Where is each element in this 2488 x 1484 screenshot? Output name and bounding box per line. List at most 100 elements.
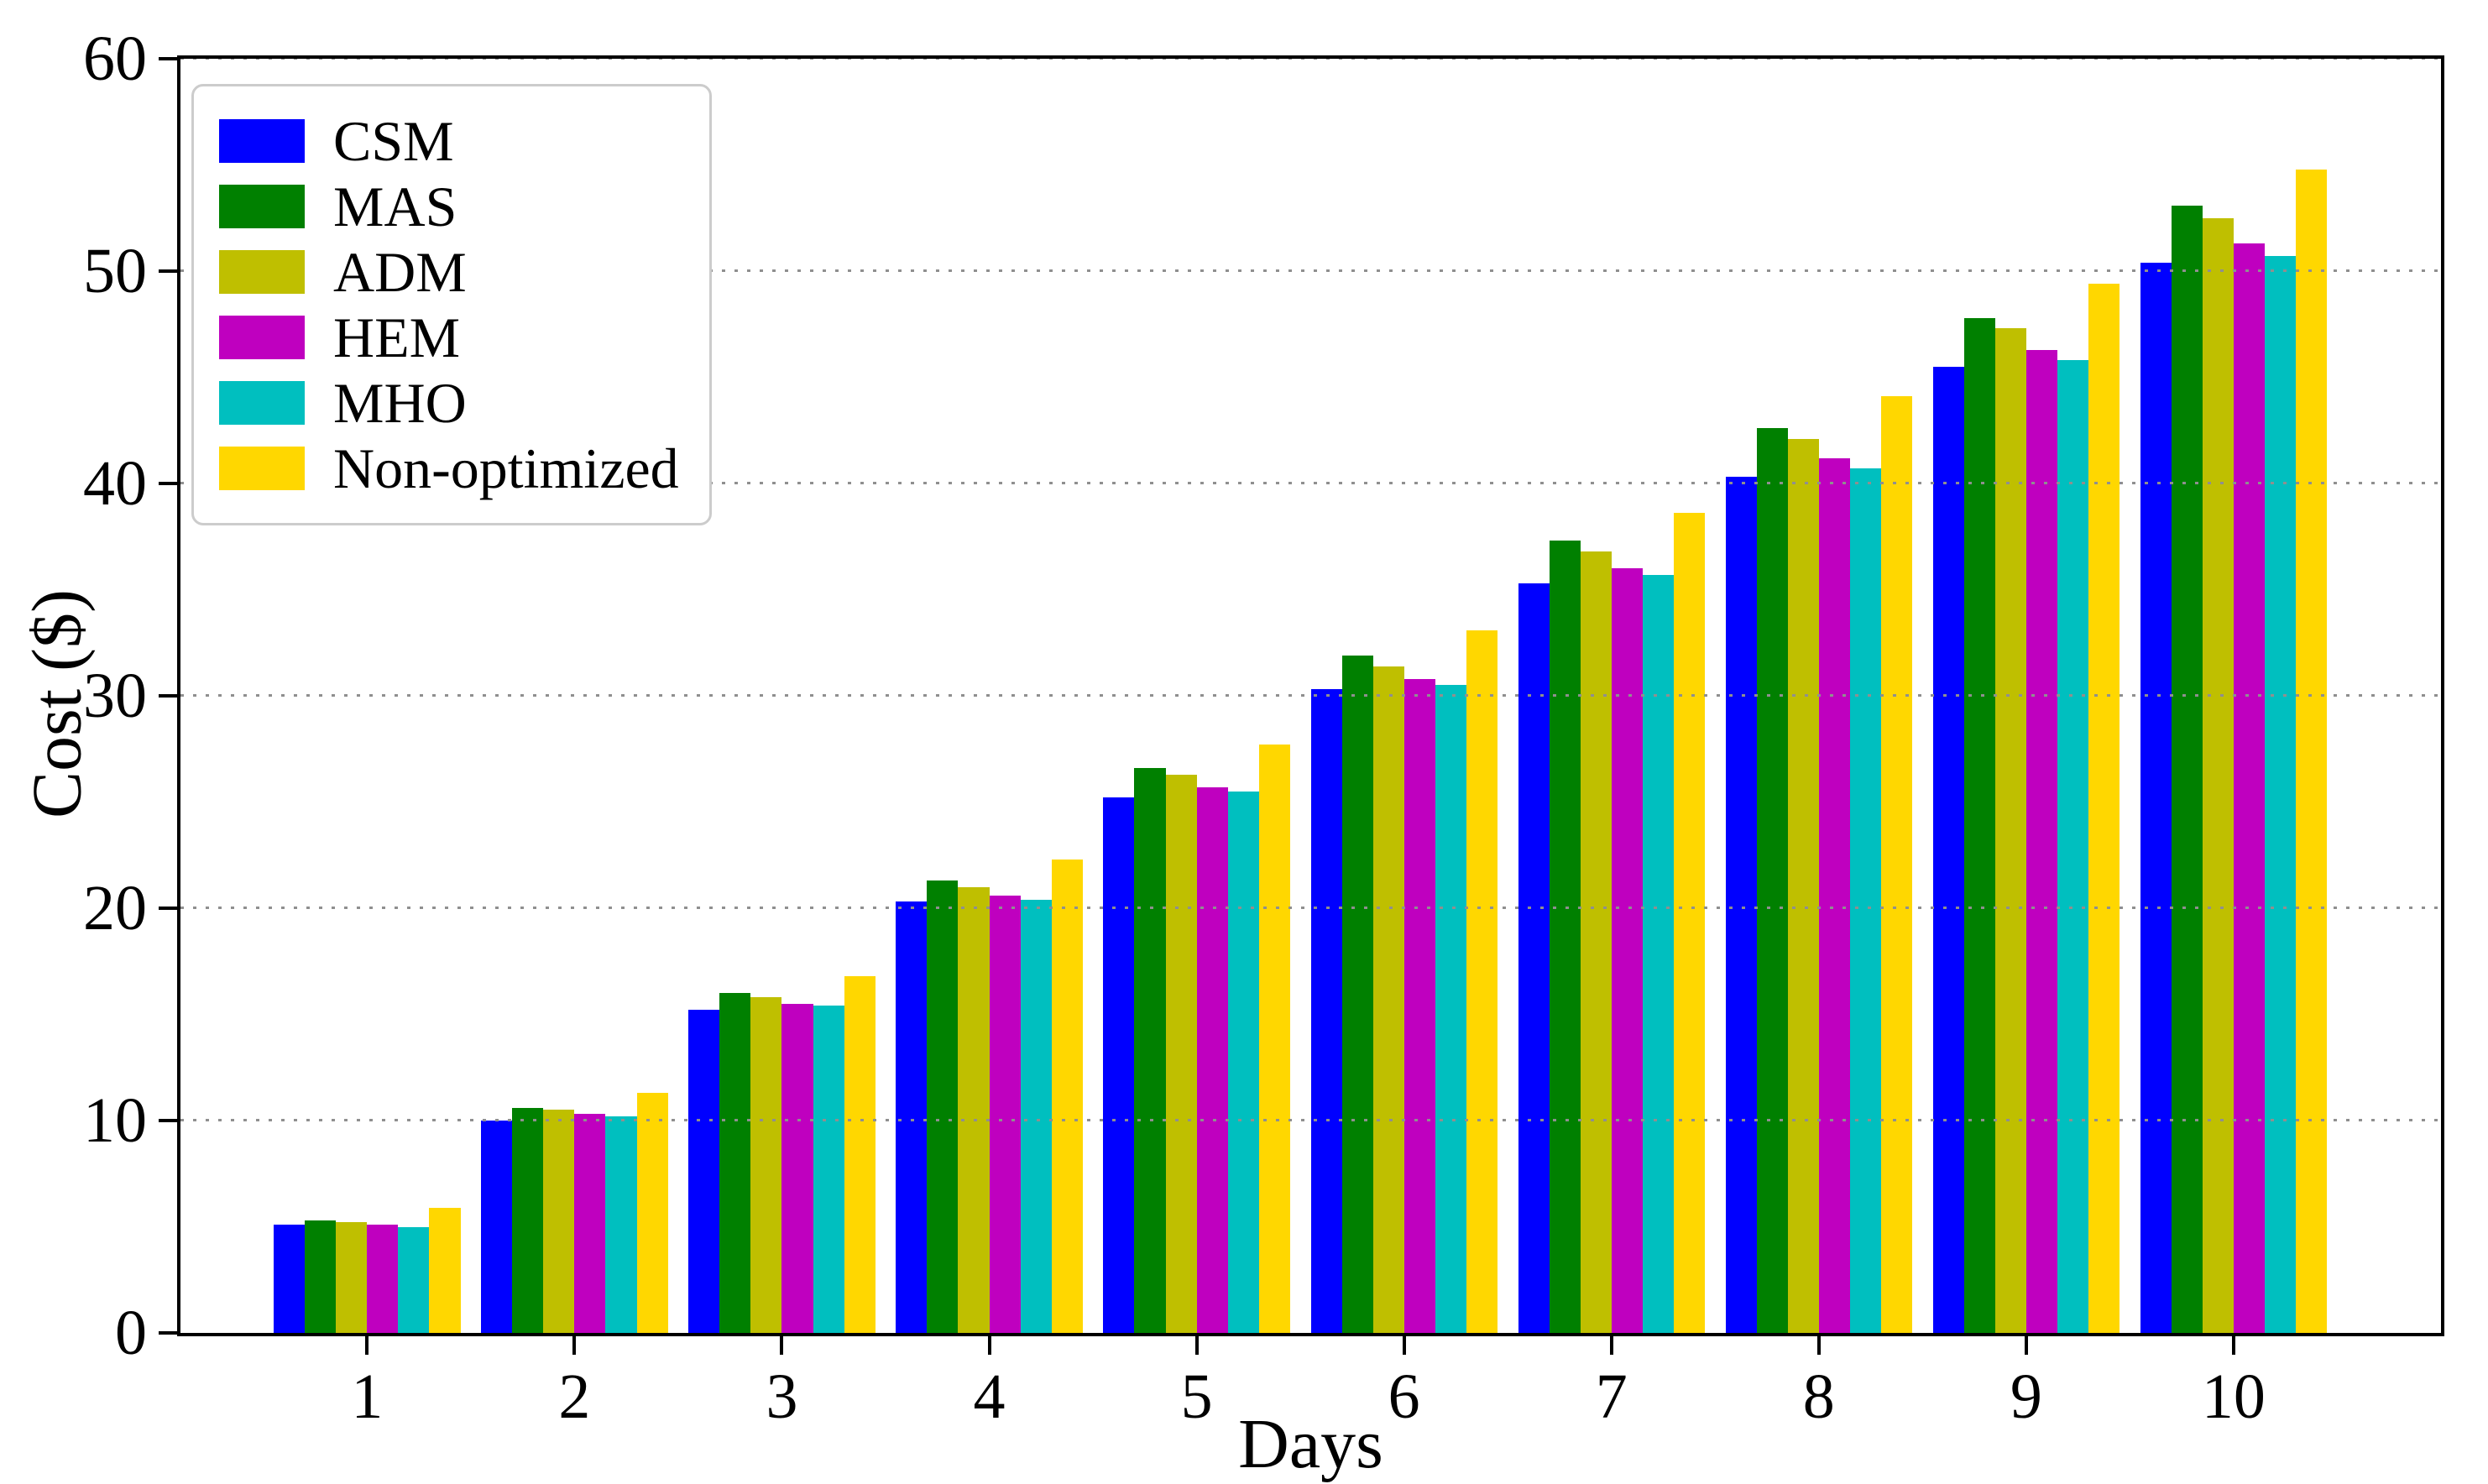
legend-item-hem: HEM — [219, 305, 679, 370]
legend-swatch-mho — [219, 381, 305, 425]
bar-hem-day-8 — [1818, 457, 1850, 1333]
x-tick-label-5: 5 — [1180, 1361, 1213, 1432]
bar-adm-day-6 — [1372, 666, 1404, 1333]
y-tick-mark-50 — [159, 269, 177, 273]
x-tick-mark-8 — [1816, 1336, 1821, 1355]
x-tick-mark-10 — [2231, 1336, 2235, 1355]
x-tick-label-3: 3 — [766, 1361, 798, 1432]
y-tick-label-50: 50 — [83, 236, 147, 306]
x-axis-label: Days — [1238, 1405, 1383, 1483]
x-tick-label-1: 1 — [351, 1361, 384, 1432]
legend-item-csm: CSM — [219, 108, 679, 174]
gridline-20 — [180, 907, 2441, 910]
legend-swatch-non-optimized — [219, 447, 305, 490]
bar-mho-day-4 — [1020, 899, 1052, 1333]
bar-hem-day-10 — [2233, 243, 2265, 1333]
bar-mho-day-9 — [2057, 360, 2088, 1333]
x-tick-mark-1 — [365, 1336, 369, 1355]
bar-non-optimized-day-2 — [636, 1093, 668, 1333]
y-tick-mark-40 — [159, 482, 177, 485]
bar-csm-day-10 — [2140, 262, 2172, 1333]
bar-non-optimized-day-1 — [429, 1207, 461, 1333]
bar-mas-day-6 — [1341, 655, 1373, 1333]
bar-csm-day-8 — [1725, 477, 1757, 1333]
bar-mas-day-8 — [1756, 428, 1788, 1333]
bar-non-optimized-day-3 — [844, 975, 876, 1333]
legend-label-non-optimized: Non-optimized — [333, 436, 679, 500]
bar-csm-day-2 — [481, 1121, 513, 1333]
bar-hem-day-4 — [989, 895, 1021, 1333]
x-tick-mark-5 — [1194, 1336, 1199, 1355]
bar-hem-day-6 — [1403, 678, 1435, 1333]
x-tick-label-4: 4 — [973, 1361, 1006, 1432]
legend-item-mas: MAS — [219, 174, 679, 239]
gridline-10 — [180, 1119, 2441, 1122]
legend-item-adm: ADM — [219, 239, 679, 305]
bottom-spine — [177, 1333, 2444, 1336]
bar-mas-day-2 — [512, 1107, 544, 1333]
x-tick-label-10: 10 — [2201, 1361, 2266, 1432]
x-tick-mark-3 — [780, 1336, 784, 1355]
right-spine — [2441, 59, 2444, 1336]
bar-non-optimized-day-9 — [2088, 284, 2120, 1333]
y-tick-mark-60 — [159, 57, 177, 60]
legend-item-non-optimized: Non-optimized — [219, 436, 679, 501]
bar-adm-day-9 — [1994, 328, 2026, 1333]
y-tick-mark-0 — [159, 1331, 177, 1335]
legend-label-adm: ADM — [333, 240, 467, 304]
y-tick-mark-20 — [159, 907, 177, 910]
gridline-30 — [180, 694, 2441, 697]
x-tick-label-9: 9 — [2010, 1361, 2042, 1432]
top-spine — [177, 55, 2444, 59]
bar-hem-day-3 — [781, 1003, 813, 1333]
legend-label-csm: CSM — [333, 109, 454, 173]
bar-mho-day-2 — [605, 1116, 637, 1333]
legend-label-hem: HEM — [333, 306, 461, 369]
y-tick-mark-10 — [159, 1119, 177, 1122]
bar-mho-day-1 — [398, 1226, 430, 1333]
bar-csm-day-6 — [1310, 689, 1342, 1333]
x-tick-label-2: 2 — [558, 1361, 591, 1432]
y-tick-label-10: 10 — [83, 1085, 147, 1156]
legend-label-mho: MHO — [333, 371, 467, 435]
bar-non-optimized-day-4 — [1051, 859, 1083, 1333]
bar-non-optimized-day-6 — [1466, 630, 1498, 1333]
bar-hem-day-9 — [2025, 349, 2057, 1333]
bar-mas-day-4 — [927, 880, 959, 1333]
bar-adm-day-10 — [2202, 217, 2234, 1333]
bar-mho-day-5 — [1227, 791, 1259, 1333]
bar-mho-day-8 — [1849, 468, 1881, 1333]
gridline-40 — [180, 482, 2441, 485]
bar-mas-day-5 — [1134, 768, 1166, 1333]
bar-adm-day-1 — [336, 1222, 368, 1333]
bar-non-optimized-day-7 — [1673, 513, 1705, 1333]
bar-mas-day-9 — [1963, 317, 1995, 1333]
x-tick-mark-9 — [2024, 1336, 2028, 1355]
bar-mas-day-1 — [305, 1220, 337, 1333]
legend-swatch-hem — [219, 316, 305, 359]
bar-adm-day-7 — [1580, 551, 1612, 1333]
y-tick-label-60: 60 — [83, 24, 147, 94]
y-tick-label-40: 40 — [83, 448, 147, 519]
x-tick-mark-2 — [572, 1336, 577, 1355]
bar-csm-day-5 — [1103, 797, 1135, 1333]
legend-swatch-mas — [219, 185, 305, 228]
bar-non-optimized-day-8 — [1880, 396, 1912, 1333]
x-tick-label-6: 6 — [1388, 1361, 1420, 1432]
bar-adm-day-4 — [958, 886, 990, 1333]
y-tick-label-0: 0 — [115, 1298, 147, 1368]
bar-mas-day-10 — [2171, 205, 2203, 1333]
bar-non-optimized-day-5 — [1258, 745, 1290, 1333]
left-spine — [177, 59, 180, 1336]
x-tick-mark-6 — [1402, 1336, 1406, 1355]
bar-mho-day-7 — [1642, 574, 1674, 1333]
bar-mho-day-6 — [1435, 685, 1466, 1333]
bar-hem-day-7 — [1611, 568, 1643, 1333]
bar-csm-day-9 — [1932, 366, 1964, 1333]
bar-csm-day-1 — [274, 1224, 306, 1333]
bar-adm-day-5 — [1165, 774, 1197, 1333]
bar-hem-day-2 — [574, 1114, 606, 1333]
bar-mho-day-3 — [813, 1006, 844, 1333]
legend-swatch-adm — [219, 250, 305, 294]
